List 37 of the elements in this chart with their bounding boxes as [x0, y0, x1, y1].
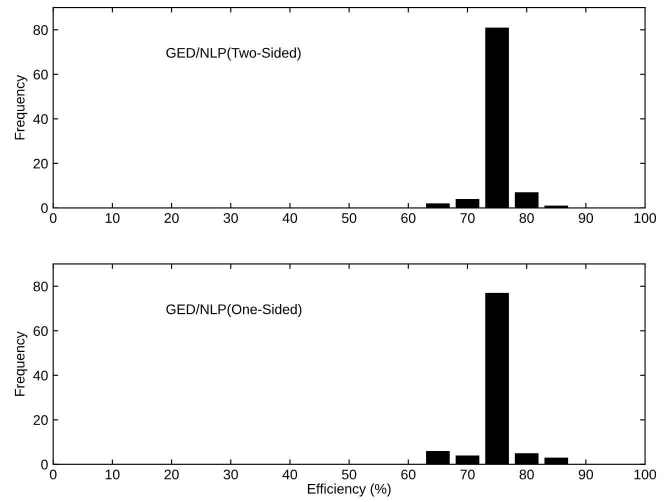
y-tick-label: 80	[33, 282, 48, 292]
x-tick-label: 30	[224, 470, 238, 480]
y-tick-label: 20	[34, 415, 48, 425]
x-tick-label: 0	[50, 213, 57, 223]
annotation: GED/NLP(One-Sided)	[166, 304, 302, 317]
x-tick-label: 10	[106, 213, 120, 223]
y-axis-title: Frequency	[14, 74, 28, 140]
y-tick-label: 0	[41, 460, 48, 470]
y-tick-label: 80	[33, 25, 48, 35]
x-tick-label: 60	[401, 470, 416, 480]
x-tick-label: 70	[460, 213, 475, 223]
annotation: GED/NLP(Two-Sided)	[166, 48, 301, 60]
x-tick-label: 30	[224, 213, 238, 223]
y-axis-title: Frequency	[14, 331, 28, 396]
x-tick-label: 50	[342, 470, 356, 480]
y-tick-label: 40	[33, 370, 48, 380]
y-tick-label: 40	[33, 114, 48, 124]
x-tick-label: 80	[520, 213, 534, 223]
y-tick-label: 60	[34, 326, 48, 336]
y-tick-label: 60	[34, 70, 48, 80]
x-tick-label: 0	[50, 470, 57, 480]
y-tick-label: 20	[34, 158, 48, 169]
x-tick-label: 50	[342, 213, 356, 223]
x-tick-label: 20	[164, 470, 179, 480]
x-tick-label: 90	[578, 470, 594, 480]
x-tick-label: 40	[282, 470, 298, 480]
x-tick-label: 80	[520, 470, 534, 480]
x-tick-label: 60	[401, 213, 416, 223]
x-tick-label: 100	[634, 470, 656, 480]
x-tick-label: 90	[578, 213, 594, 223]
y-tick-label: 0	[41, 203, 48, 214]
x-tick-label: 40	[282, 213, 298, 223]
x-axis-title: Efficiency (%)	[308, 484, 391, 496]
x-tick-label: 100	[634, 213, 656, 223]
x-tick-label: 10	[106, 470, 120, 480]
x-tick-label: 70	[460, 470, 475, 480]
x-tick-label: 20	[164, 213, 179, 223]
